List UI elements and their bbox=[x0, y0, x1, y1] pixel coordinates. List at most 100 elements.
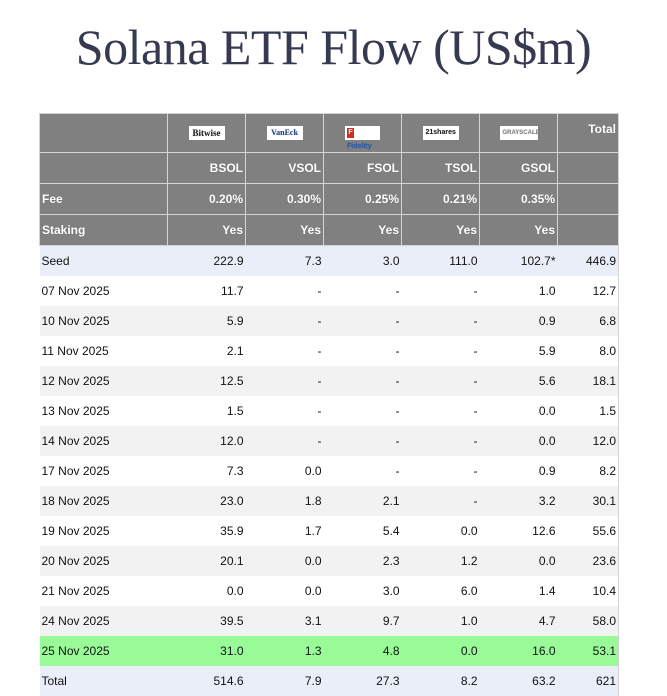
flow-cell: - bbox=[246, 336, 324, 366]
flow-cell: 8.2 bbox=[402, 666, 480, 696]
flow-cell: 39.5 bbox=[168, 606, 246, 636]
flow-cell: 16.0 bbox=[480, 636, 558, 666]
ticker-cell: GSOL bbox=[480, 153, 558, 184]
flow-cell: - bbox=[402, 366, 480, 396]
flow-cell: 4.7 bbox=[480, 606, 558, 636]
flow-cell: 1.0 bbox=[480, 276, 558, 306]
vaneck-logo-icon: VanEck bbox=[267, 126, 303, 140]
flow-cell: - bbox=[402, 456, 480, 486]
flow-cell: 0.0 bbox=[480, 546, 558, 576]
row-label: 25 Nov 2025 bbox=[40, 636, 168, 666]
ticker-row: BSOL VSOL FSOL TSOL GSOL bbox=[40, 153, 619, 184]
flow-cell: 20.1 bbox=[168, 546, 246, 576]
fee-cell: 0.30% bbox=[246, 184, 324, 215]
staking-cell: Yes bbox=[246, 215, 324, 246]
flow-cell: 3.2 bbox=[480, 486, 558, 516]
ticker-cell: VSOL bbox=[246, 153, 324, 184]
row-total-cell: 6.8 bbox=[558, 306, 619, 336]
issuer-logo-row: Bitwise VanEck FFidelity 21shares GRAYSC… bbox=[40, 114, 619, 153]
row-label: 11 Nov 2025 bbox=[40, 336, 168, 366]
row-total-cell: 1.5 bbox=[558, 396, 619, 426]
flow-cell: 9.7 bbox=[324, 606, 402, 636]
flow-cell: - bbox=[246, 396, 324, 426]
row-label: 10 Nov 2025 bbox=[40, 306, 168, 336]
row-label: 13 Nov 2025 bbox=[40, 396, 168, 426]
flow-cell: 0.0 bbox=[480, 396, 558, 426]
flow-cell: 5.6 bbox=[480, 366, 558, 396]
flow-cell: - bbox=[324, 336, 402, 366]
flow-cell: - bbox=[402, 276, 480, 306]
row-total-cell: 30.1 bbox=[558, 486, 619, 516]
staking-row: Staking Yes Yes Yes Yes Yes bbox=[40, 215, 619, 246]
flow-cell: - bbox=[402, 396, 480, 426]
flow-cell: 0.0 bbox=[402, 516, 480, 546]
page-title: Solana ETF Flow (US$m) bbox=[0, 14, 667, 80]
flow-cell: 3.0 bbox=[324, 576, 402, 606]
flow-cell: 7.9 bbox=[246, 666, 324, 696]
staking-cell: Yes bbox=[168, 215, 246, 246]
row-total-cell: 53.1 bbox=[558, 636, 619, 666]
fee-total-cell bbox=[558, 184, 619, 215]
row-total-cell: 8.0 bbox=[558, 336, 619, 366]
grayscale-logo-icon: GRAYSCALE bbox=[500, 126, 538, 140]
row-label: 12 Nov 2025 bbox=[40, 366, 168, 396]
fee-cell: 0.21% bbox=[402, 184, 480, 215]
flow-cell: 0.0 bbox=[246, 546, 324, 576]
flow-cell: 3.1 bbox=[246, 606, 324, 636]
flow-cell: 5.9 bbox=[168, 306, 246, 336]
flow-cell: - bbox=[324, 396, 402, 426]
row-total-cell: 446.9 bbox=[558, 246, 619, 277]
flow-cell: 23.0 bbox=[168, 486, 246, 516]
flow-cell: 1.5 bbox=[168, 396, 246, 426]
flow-cell: - bbox=[324, 426, 402, 456]
row-label: 19 Nov 2025 bbox=[40, 516, 168, 546]
fee-cell: 0.20% bbox=[168, 184, 246, 215]
flow-cell: - bbox=[402, 426, 480, 456]
row-label: 07 Nov 2025 bbox=[40, 276, 168, 306]
row-label: 20 Nov 2025 bbox=[40, 546, 168, 576]
fee-cell: 0.25% bbox=[324, 184, 402, 215]
flow-cell: - bbox=[324, 306, 402, 336]
row-total-cell: 621 bbox=[558, 666, 619, 696]
flow-cell: 0.0 bbox=[402, 636, 480, 666]
row-total-cell: 55.6 bbox=[558, 516, 619, 546]
etf-flow-table: Bitwise VanEck FFidelity 21shares GRAYSC… bbox=[39, 113, 619, 696]
flow-cell: - bbox=[402, 336, 480, 366]
row-label: Total bbox=[40, 666, 168, 696]
flow-cell: 31.0 bbox=[168, 636, 246, 666]
flow-cell: 514.6 bbox=[168, 666, 246, 696]
flow-cell: 0.0 bbox=[246, 456, 324, 486]
staking-total-cell bbox=[558, 215, 619, 246]
total-header: Total bbox=[558, 114, 619, 153]
staking-cell: Yes bbox=[480, 215, 558, 246]
flow-cell: - bbox=[324, 366, 402, 396]
row-label: 21 Nov 2025 bbox=[40, 576, 168, 606]
flow-cell: 0.9 bbox=[480, 306, 558, 336]
row-label: 24 Nov 2025 bbox=[40, 606, 168, 636]
ticker-total-cell bbox=[558, 153, 619, 184]
row-total-cell: 8.2 bbox=[558, 456, 619, 486]
row-label: 17 Nov 2025 bbox=[40, 456, 168, 486]
flow-cell: 1.4 bbox=[480, 576, 558, 606]
row-total-cell: 12.0 bbox=[558, 426, 619, 456]
issuer-logo-cell: 21shares bbox=[402, 114, 480, 153]
flow-cell: 1.0 bbox=[402, 606, 480, 636]
issuer-logo-cell: Bitwise bbox=[168, 114, 246, 153]
flow-cell: 12.0 bbox=[168, 426, 246, 456]
flow-cell: - bbox=[246, 276, 324, 306]
row-label: Seed bbox=[40, 246, 168, 277]
flow-cell: - bbox=[324, 456, 402, 486]
ticker-label-cell bbox=[40, 153, 168, 184]
flow-cell: 1.2 bbox=[402, 546, 480, 576]
issuer-logo-cell: GRAYSCALE bbox=[480, 114, 558, 153]
